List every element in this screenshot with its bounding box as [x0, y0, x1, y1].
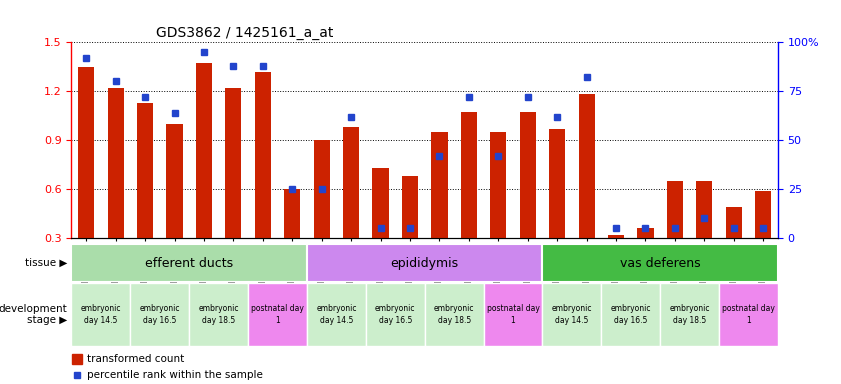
Bar [137, 103, 153, 238]
Text: epididymis: epididymis [390, 257, 459, 270]
Bar [520, 113, 536, 238]
Bar [402, 176, 418, 238]
Bar [284, 189, 300, 238]
Bar [696, 181, 712, 238]
Bar [248, 283, 307, 346]
Bar [579, 94, 595, 238]
Bar [78, 67, 94, 238]
Text: embryonic
day 18.5: embryonic day 18.5 [669, 305, 710, 324]
Text: development
stage ▶: development stage ▶ [0, 304, 67, 325]
Bar [373, 168, 389, 238]
Bar [542, 283, 601, 346]
Text: embryonic
day 18.5: embryonic day 18.5 [198, 305, 239, 324]
Bar [608, 235, 624, 238]
Bar [601, 283, 660, 346]
Text: transformed count: transformed count [87, 354, 184, 364]
Bar [667, 181, 683, 238]
Bar [196, 63, 212, 238]
Bar [542, 244, 778, 282]
Bar [189, 283, 248, 346]
Bar [314, 140, 330, 238]
Text: percentile rank within the sample: percentile rank within the sample [87, 370, 263, 380]
Bar [461, 113, 477, 238]
Text: embryonic
day 14.5: embryonic day 14.5 [81, 305, 121, 324]
Bar [167, 124, 182, 238]
Text: postnatal day
1: postnatal day 1 [722, 305, 775, 324]
Text: embryonic
day 14.5: embryonic day 14.5 [552, 305, 592, 324]
Bar [71, 244, 307, 282]
Bar [719, 283, 778, 346]
Bar [307, 283, 366, 346]
Bar [484, 283, 542, 346]
Text: GDS3862 / 1425161_a_at: GDS3862 / 1425161_a_at [156, 26, 334, 40]
Text: embryonic
day 16.5: embryonic day 16.5 [375, 305, 415, 324]
Bar [366, 283, 425, 346]
Text: vas deferens: vas deferens [620, 257, 701, 270]
Bar [130, 283, 189, 346]
Text: postnatal day
1: postnatal day 1 [487, 305, 539, 324]
Bar [343, 127, 359, 238]
Bar [71, 283, 130, 346]
Bar [549, 129, 565, 238]
Bar [225, 88, 241, 238]
Bar [660, 283, 719, 346]
Bar [255, 71, 271, 238]
Text: tissue ▶: tissue ▶ [25, 258, 67, 268]
Bar [726, 207, 742, 238]
Bar [431, 132, 447, 238]
Text: embryonic
day 14.5: embryonic day 14.5 [316, 305, 357, 324]
Text: efferent ducts: efferent ducts [145, 257, 233, 270]
Bar [307, 244, 542, 282]
Bar [637, 228, 653, 238]
Text: embryonic
day 16.5: embryonic day 16.5 [140, 305, 180, 324]
Text: embryonic
day 18.5: embryonic day 18.5 [434, 305, 474, 324]
Text: embryonic
day 16.5: embryonic day 16.5 [611, 305, 651, 324]
Bar [490, 132, 506, 238]
Bar [108, 88, 124, 238]
Bar [425, 283, 484, 346]
Text: postnatal day
1: postnatal day 1 [251, 305, 304, 324]
Bar [755, 191, 771, 238]
